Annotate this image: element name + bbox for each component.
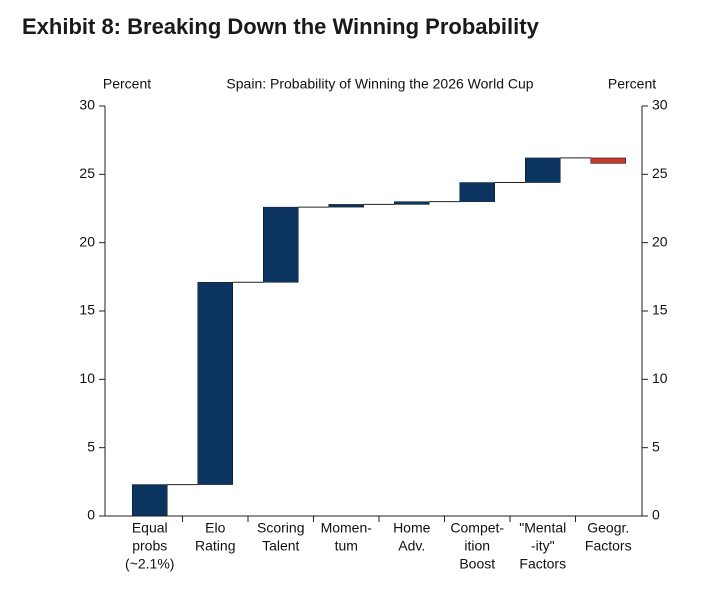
x-tick-label: Factors: [519, 556, 566, 572]
bar: [197, 282, 233, 485]
x-tick-label: Adv.: [398, 538, 425, 554]
y2-tick-label: 0: [652, 507, 660, 523]
chart-title: Spain: Probability of Winning the 2026 W…: [226, 76, 533, 92]
x-tick-label: Scoring: [257, 520, 304, 536]
x-tick-label: Elo: [205, 520, 225, 536]
bar: [394, 201, 430, 205]
bar: [263, 206, 299, 283]
x-tick-label: Home: [393, 520, 431, 536]
y2-tick-label: 25: [652, 165, 668, 181]
x-tick-label: Geogr.: [587, 520, 629, 536]
bar: [590, 157, 626, 164]
y2-axis-label: Percent: [608, 76, 656, 92]
x-tick-label: Equal: [132, 520, 168, 536]
bar: [459, 182, 495, 202]
y-axis-label: Percent: [103, 76, 151, 92]
y2-tick-label: 5: [652, 438, 660, 454]
x-tick-label: -ity": [531, 538, 555, 554]
y2-tick-label: 15: [652, 302, 668, 318]
y2-tick-label: 10: [652, 370, 668, 386]
x-tick-label: tum: [335, 538, 358, 554]
y2-tick-label: 20: [652, 233, 668, 249]
x-tick-label: Compet-: [450, 520, 504, 536]
y-tick-label: 25: [79, 165, 95, 181]
y-tick-label: 30: [79, 97, 95, 113]
bar: [328, 204, 364, 208]
y-tick-label: 0: [87, 507, 95, 523]
y-tick-label: 15: [79, 302, 95, 318]
bar: [132, 484, 168, 517]
x-tick-label: "Mental: [519, 520, 566, 536]
y-tick-label: 5: [87, 438, 95, 454]
y-tick-label: 20: [79, 233, 95, 249]
y2-tick-label: 30: [652, 97, 668, 113]
x-tick-label: Factors: [585, 538, 632, 554]
x-tick-label: Boost: [459, 556, 495, 572]
exhibit-title: Exhibit 8: Breaking Down the Winning Pro…: [22, 14, 540, 39]
x-tick-label: Momen-: [321, 520, 373, 536]
y-tick-label: 10: [79, 370, 95, 386]
x-tick-label: ition: [464, 538, 490, 554]
x-tick-label: probs: [132, 538, 167, 554]
x-tick-label: Talent: [262, 538, 299, 554]
bar: [525, 157, 561, 183]
x-tick-label: (~2.1%): [125, 556, 174, 572]
x-tick-label: Rating: [195, 538, 235, 554]
